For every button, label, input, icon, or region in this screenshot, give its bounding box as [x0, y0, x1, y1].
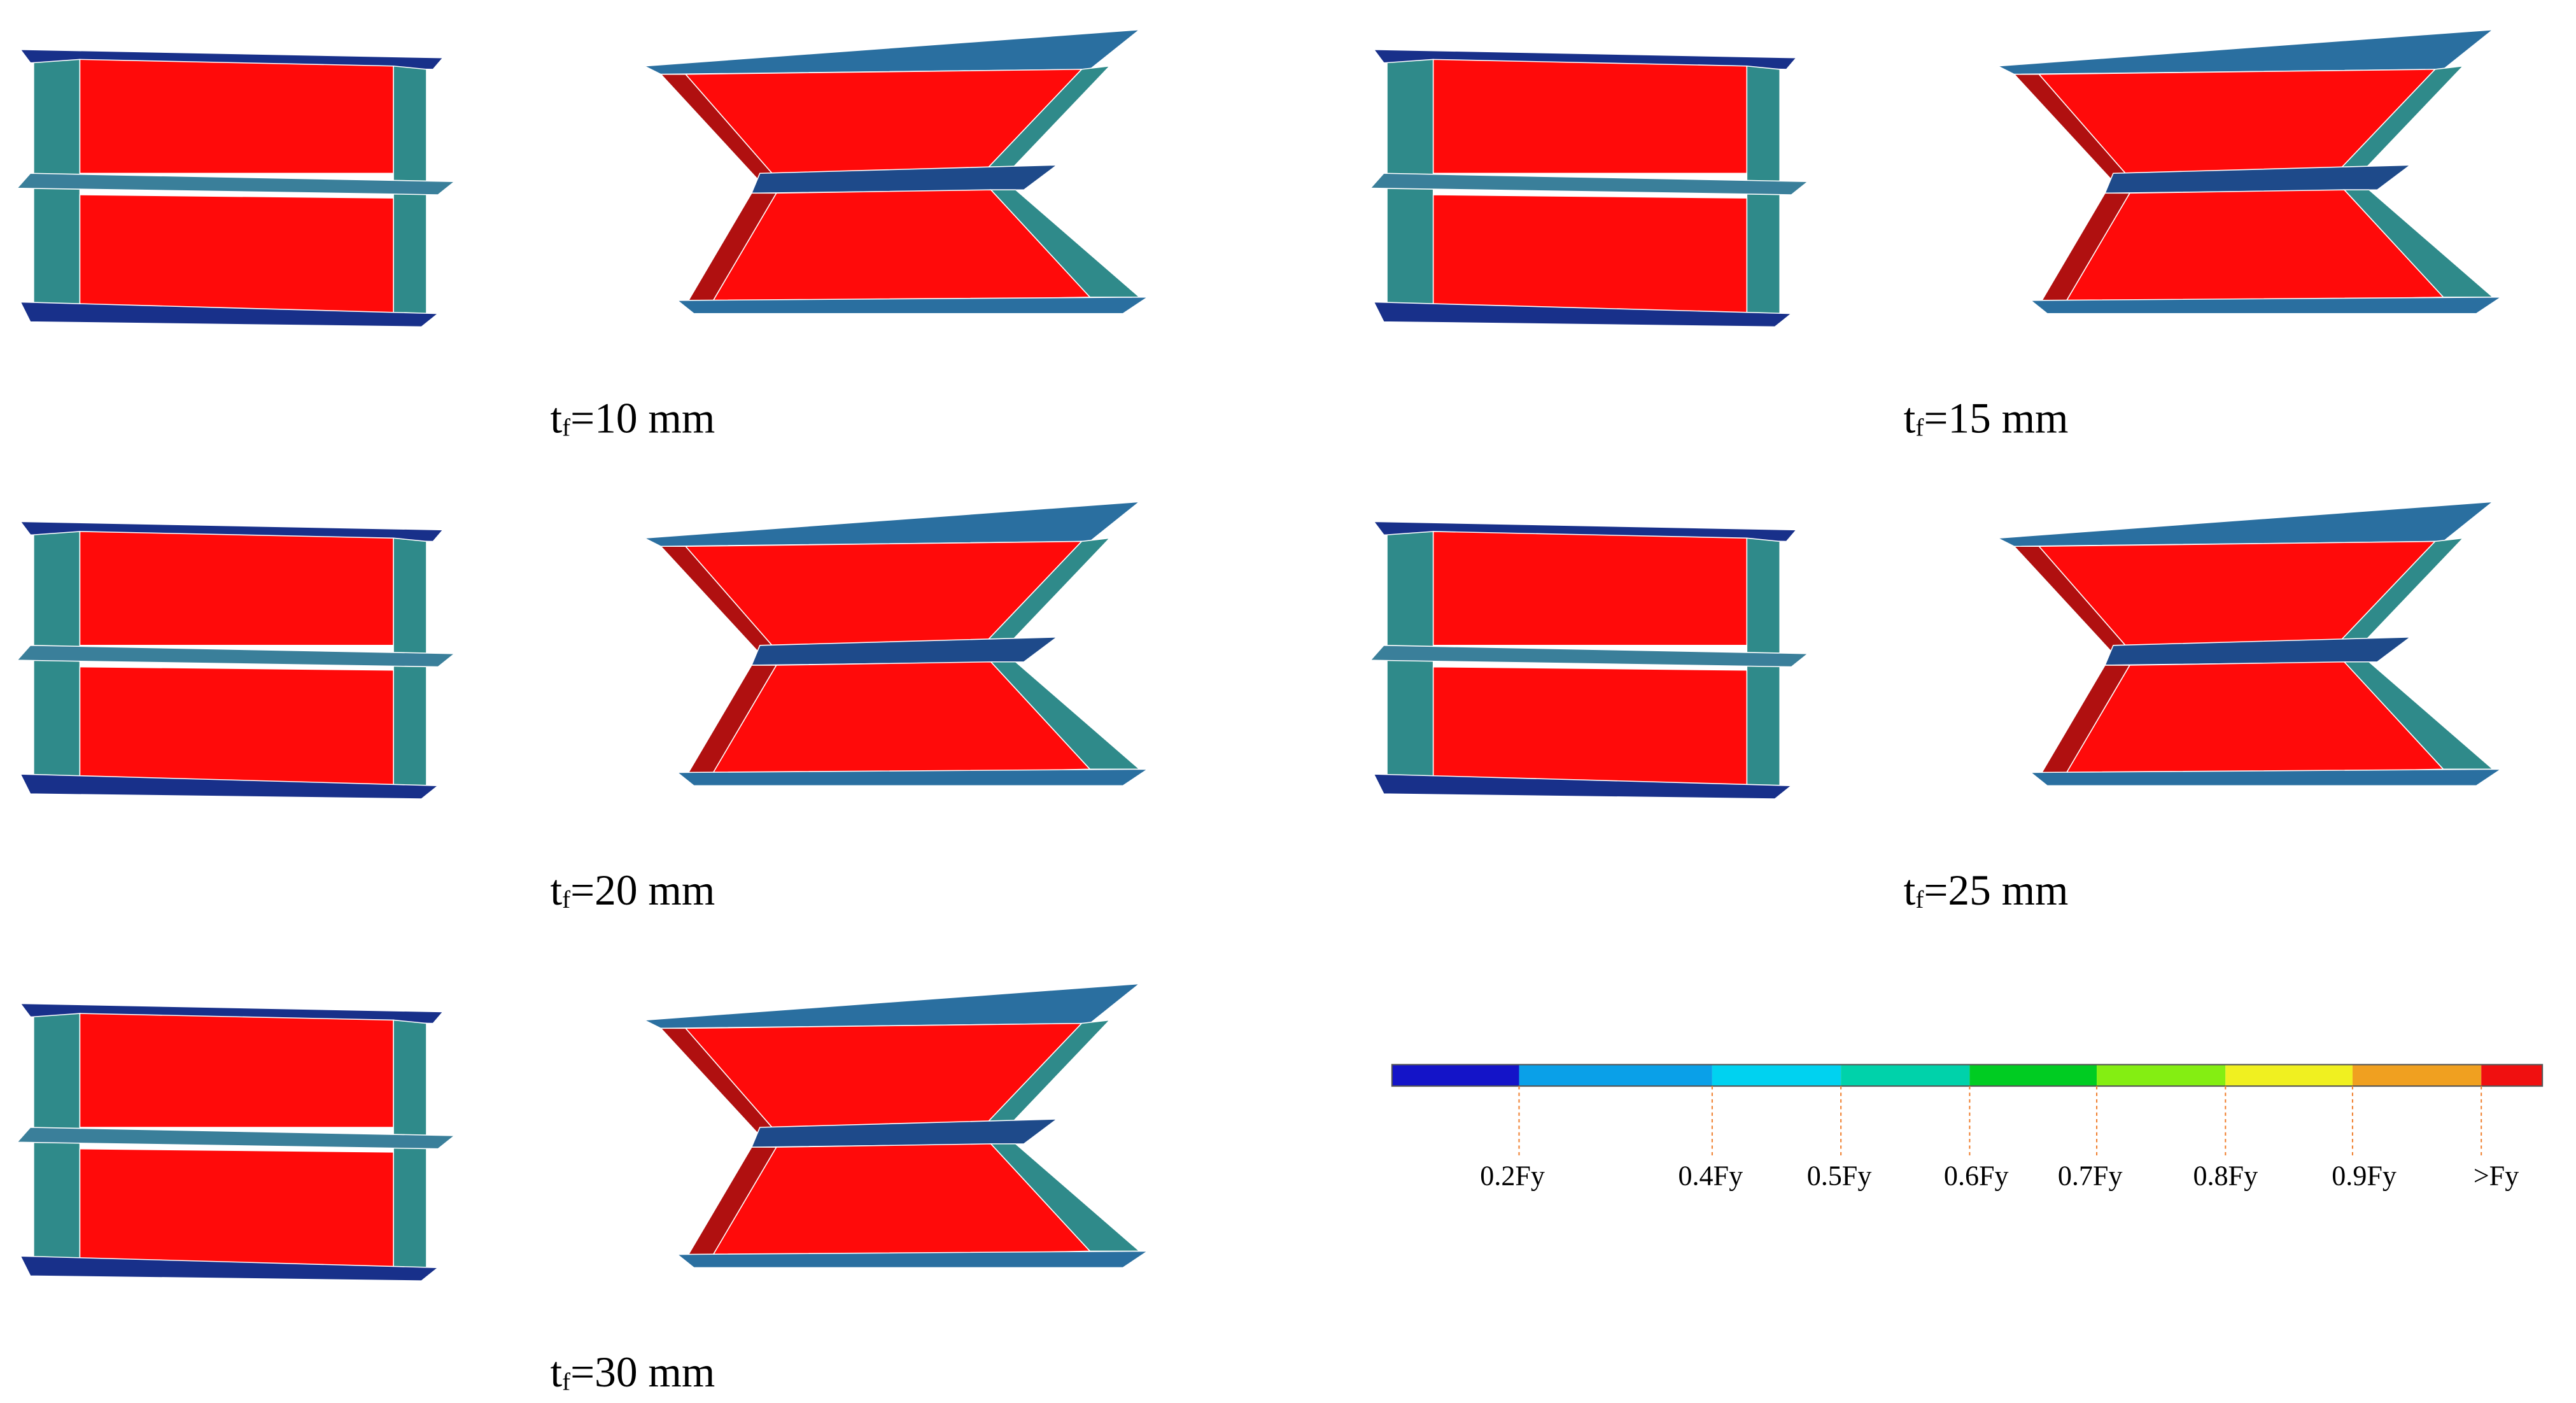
- legend-swatch: [2097, 1064, 2226, 1087]
- bottom-plate: [19, 773, 440, 800]
- legend-label: 0.8Fy: [2193, 1160, 2258, 1192]
- top-plate: [1995, 501, 2495, 547]
- legend-frame: [1391, 1064, 2544, 1087]
- legend-label: 0.6Fy: [1944, 1160, 2009, 1192]
- caption-subscript: f: [562, 1368, 570, 1395]
- legend-label: 0.4Fy: [1678, 1160, 1743, 1192]
- bottom-plate: [675, 768, 1150, 787]
- legend-label: 0.2Fy: [1480, 1160, 1545, 1192]
- mid-plate: [16, 173, 456, 195]
- web: [79, 531, 394, 646]
- caption-symbol: t: [550, 866, 562, 914]
- panel-caption: tf=15 mm: [1904, 394, 2069, 442]
- caption-value: =10 mm: [570, 394, 715, 442]
- legend-swatch: [1969, 1064, 2097, 1087]
- caption-value: =15 mm: [1924, 394, 2068, 442]
- legend-swatch: [1841, 1064, 1970, 1087]
- bottom-plate: [19, 1255, 440, 1281]
- legend-swatch: [1519, 1064, 1712, 1087]
- legend-swatch: [1712, 1064, 1841, 1087]
- bottom-plate: [1373, 773, 1793, 800]
- mid-plate: [750, 164, 1059, 194]
- web: [79, 1013, 394, 1128]
- panel-caption: tf=20 mm: [550, 866, 715, 914]
- web: [1432, 531, 1748, 646]
- caption-subscript: f: [562, 886, 570, 913]
- flange: [1386, 531, 1434, 795]
- mid-plate: [2104, 637, 2412, 666]
- caption-subscript: f: [1915, 886, 1924, 913]
- caption-value: =25 mm: [1924, 866, 2068, 914]
- bottom-plate: [1373, 301, 1793, 328]
- bottom-plate: [675, 296, 1150, 314]
- top-plate: [1995, 29, 2495, 75]
- legend-label: 0.5Fy: [1807, 1160, 1872, 1192]
- legend-swatch: [2481, 1064, 2543, 1087]
- panel-caption: tf=25 mm: [1904, 866, 2069, 914]
- caption-value: =30 mm: [570, 1348, 715, 1396]
- legend-label: 0.9Fy: [2332, 1160, 2397, 1192]
- caption-symbol: t: [1904, 394, 1916, 442]
- web: [79, 666, 394, 787]
- bottom-plate: [19, 301, 440, 328]
- flange: [33, 1013, 81, 1277]
- bottom-plate: [2029, 296, 2503, 314]
- caption-symbol: t: [550, 1348, 562, 1396]
- caption-subscript: f: [562, 414, 570, 442]
- bottom-plate: [675, 1250, 1150, 1269]
- web: [79, 59, 394, 174]
- mid-plate: [1369, 645, 1810, 668]
- legend-label: 0.7Fy: [2058, 1160, 2123, 1192]
- top-plate: [642, 29, 1141, 75]
- bottom-plate: [2029, 768, 2503, 787]
- legend-label: >Fy: [2474, 1160, 2519, 1192]
- flange: [33, 59, 81, 323]
- panel-caption: tf=10 mm: [550, 394, 715, 442]
- top-plate: [642, 501, 1141, 547]
- web: [1432, 194, 1748, 314]
- web: [79, 194, 394, 314]
- mid-plate: [2104, 164, 2412, 194]
- caption-symbol: t: [550, 394, 562, 442]
- web: [1432, 666, 1748, 787]
- top-plate: [642, 983, 1141, 1029]
- mid-plate: [750, 1118, 1059, 1148]
- flange: [1386, 59, 1434, 323]
- web: [79, 1148, 394, 1269]
- panel-caption: tf=30 mm: [550, 1348, 715, 1396]
- mid-plate: [16, 645, 456, 668]
- mid-plate: [16, 1127, 456, 1150]
- mid-plate: [1369, 173, 1810, 195]
- legend-swatch: [1391, 1064, 1519, 1087]
- legend-swatch: [2352, 1064, 2482, 1087]
- web: [1432, 59, 1748, 174]
- legend-swatch: [2225, 1064, 2353, 1087]
- mid-plate: [750, 637, 1059, 666]
- flange: [33, 531, 81, 795]
- caption-subscript: f: [1915, 414, 1924, 442]
- caption-symbol: t: [1904, 866, 1916, 914]
- caption-value: =20 mm: [570, 866, 715, 914]
